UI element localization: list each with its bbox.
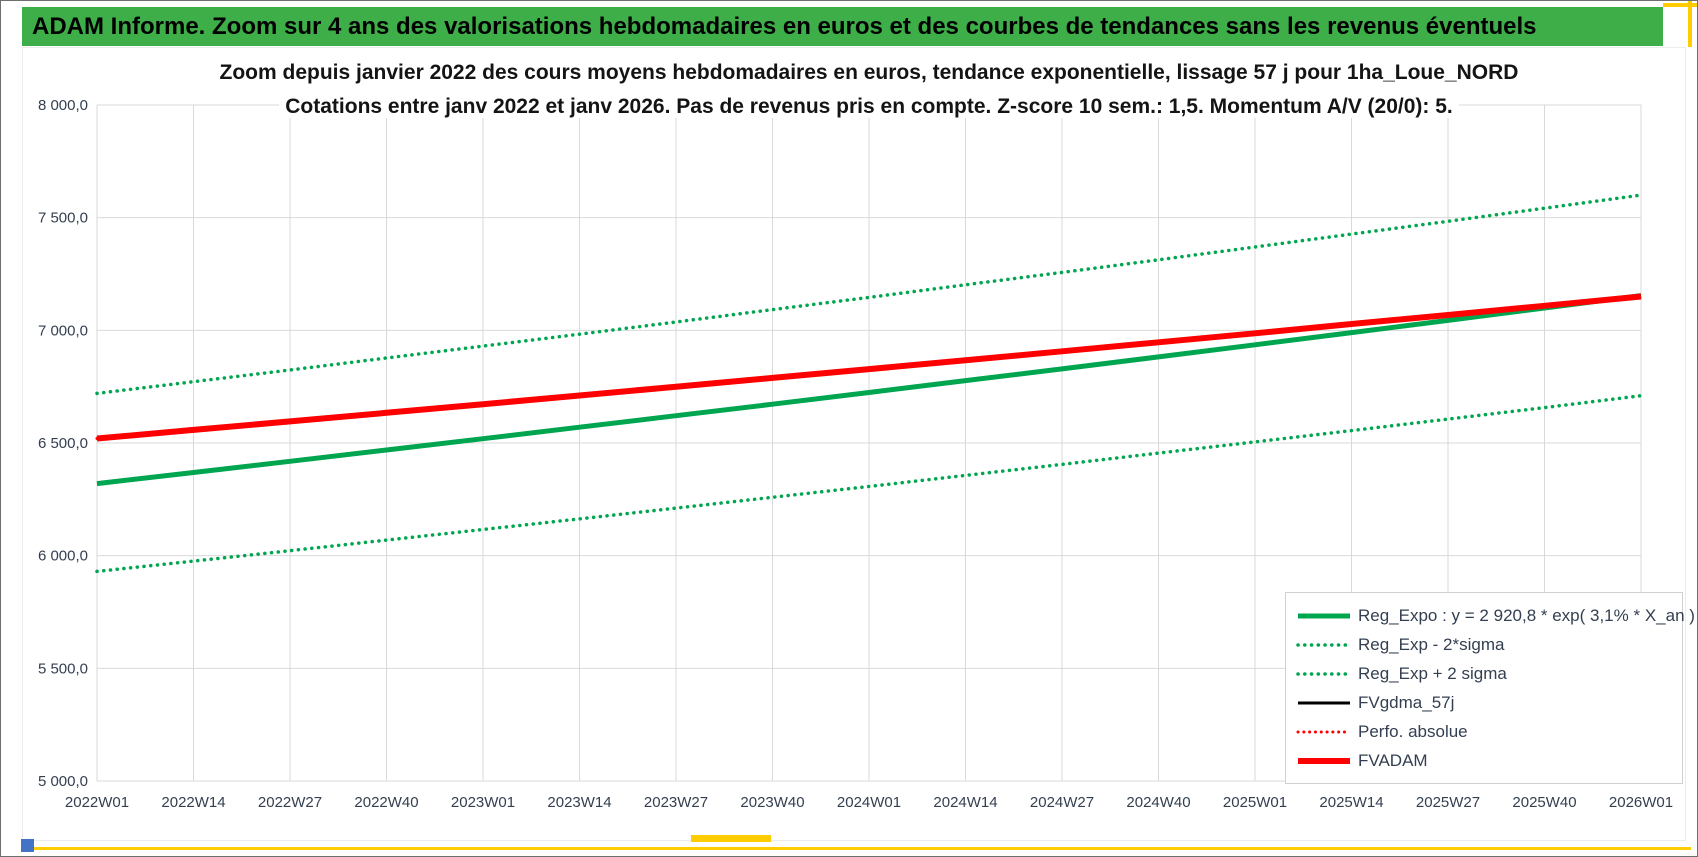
y-tick-label: 6 000,0 xyxy=(38,548,88,565)
selection-mark-bottom-line xyxy=(21,847,1691,850)
x-tick-label: 2024W27 xyxy=(1030,794,1094,811)
chart-legend: Reg_Expo : y = 2 920,8 * exp( 3,1% * X_a… xyxy=(1285,592,1695,784)
legend-item: Reg_Exp - 2*sigma xyxy=(1296,630,1672,659)
fill-handle[interactable] xyxy=(21,839,34,852)
x-tick-label: 2024W14 xyxy=(933,794,997,811)
x-tick-label: 2024W01 xyxy=(837,794,901,811)
y-tick-label: 7 500,0 xyxy=(38,210,88,227)
series-line-1 xyxy=(95,393,1643,574)
series-line-5 xyxy=(96,293,1642,442)
selection-mark-top-right-vertical xyxy=(1688,1,1692,47)
legend-item: FVADAM xyxy=(1296,746,1672,775)
legend-line-sample xyxy=(1296,696,1354,710)
y-tick-label: 8 000,0 xyxy=(38,97,88,114)
series-line-0 xyxy=(96,293,1642,487)
y-tick-label: 5 500,0 xyxy=(38,660,88,677)
x-tick-label: 2023W14 xyxy=(547,794,611,811)
y-tick-label: 6 500,0 xyxy=(38,435,88,452)
chart-area[interactable]: Zoom depuis janvier 2022 des cours moyen… xyxy=(22,47,1695,841)
x-tick-label: 2022W40 xyxy=(354,794,418,811)
legend-label: Reg_Exp - 2*sigma xyxy=(1358,634,1505,654)
x-tick-label: 2023W01 xyxy=(451,794,515,811)
legend-line-sample xyxy=(1296,638,1354,652)
legend-line-sample xyxy=(1296,609,1354,623)
legend-label: Perfo. absolue xyxy=(1358,721,1468,741)
legend-line-sample xyxy=(1296,754,1354,768)
legend-item: FVgdma_57j xyxy=(1296,688,1672,717)
legend-label: FVgdma_57j xyxy=(1358,692,1455,712)
x-tick-label: 2023W27 xyxy=(644,794,708,811)
series-line-2 xyxy=(95,193,1643,396)
y-tick-label: 5 000,0 xyxy=(38,773,88,790)
x-tick-label: 2022W27 xyxy=(258,794,322,811)
legend-item: Perfo. absolue xyxy=(1296,717,1672,746)
x-tick-label: 2022W14 xyxy=(161,794,225,811)
x-tick-label: 2025W40 xyxy=(1512,794,1576,811)
legend-line-sample xyxy=(1296,667,1354,681)
x-tick-label: 2025W01 xyxy=(1223,794,1287,811)
y-tick-label: 7 000,0 xyxy=(38,322,88,339)
legend-line-sample xyxy=(1296,725,1354,739)
header-title: ADAM Informe. Zoom sur 4 ans des valoris… xyxy=(32,12,1537,40)
x-tick-label: 2026W01 xyxy=(1609,794,1673,811)
chart-title-line1: Zoom depuis janvier 2022 des cours moyen… xyxy=(97,61,1641,85)
x-tick-label: 2025W14 xyxy=(1319,794,1383,811)
selection-mark-bottom-segment xyxy=(691,835,771,842)
legend-item: Reg_Exp + 2 sigma xyxy=(1296,659,1672,688)
chart-title-line2: Cotations entre janv 2022 et janv 2026. … xyxy=(97,95,1641,119)
legend-label: FVADAM xyxy=(1358,750,1428,770)
legend-label: Reg_Expo : y = 2 920,8 * exp( 3,1% * X_a… xyxy=(1358,605,1695,625)
legend-label: Reg_Exp + 2 sigma xyxy=(1358,663,1507,683)
selection-mark-top-right-horizontal xyxy=(1663,3,1697,7)
x-tick-label: 2025W27 xyxy=(1416,794,1480,811)
chart-header-banner[interactable]: ADAM Informe. Zoom sur 4 ans des valoris… xyxy=(22,7,1663,46)
legend-item: Reg_Expo : y = 2 920,8 * exp( 3,1% * X_a… xyxy=(1296,601,1695,630)
x-tick-label: 2023W40 xyxy=(740,794,804,811)
x-tick-label: 2024W40 xyxy=(1126,794,1190,811)
x-tick-label: 2022W01 xyxy=(65,794,129,811)
